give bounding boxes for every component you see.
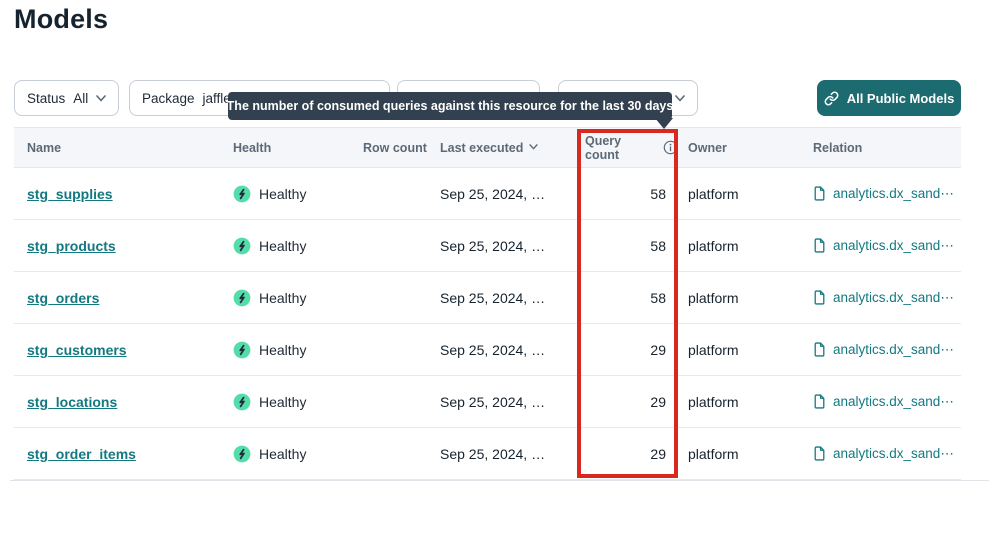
last-executed-label: Last executed xyxy=(440,140,524,155)
healthy-lightning-bolt-icon xyxy=(233,237,251,255)
all-public-models-button[interactable]: All Public Models xyxy=(817,80,961,116)
column-header-query-count: Query count xyxy=(578,134,678,162)
package-filter-label: Package xyxy=(142,90,195,106)
table-header-row: Name Health Row count Last executed Quer… xyxy=(14,127,961,168)
query-count-value: 58 xyxy=(650,237,666,254)
column-header-owner: Owner xyxy=(688,140,727,155)
document-icon xyxy=(813,185,827,202)
info-circle-icon[interactable] xyxy=(663,140,678,155)
relation-link[interactable]: analytics.dx_sand⋯ xyxy=(833,185,954,201)
last-executed-value: Sep 25, 2024, … xyxy=(440,237,546,254)
health-status-label: Healthy xyxy=(259,185,307,202)
model-link[interactable]: stg_customers xyxy=(27,341,127,358)
table-row: stg_supplies Healthy Sep 25, 2024, … 58 … xyxy=(14,168,961,220)
table-row: stg_customers Healthy Sep 25, 2024, … 29… xyxy=(14,324,961,376)
model-link[interactable]: stg_order_items xyxy=(27,445,136,462)
model-link[interactable]: stg_supplies xyxy=(27,185,113,202)
table-row: stg_products Healthy Sep 25, 2024, … 58 … xyxy=(14,220,961,272)
model-link[interactable]: stg_locations xyxy=(27,393,118,410)
tooltip-arrow xyxy=(655,118,673,129)
all-public-models-label: All Public Models xyxy=(846,90,955,106)
query-count-value: 58 xyxy=(650,289,666,306)
status-filter-dropdown[interactable]: Status All xyxy=(14,80,119,116)
last-executed-value: Sep 25, 2024, … xyxy=(440,185,546,202)
owner-value: platform xyxy=(688,393,739,410)
document-icon xyxy=(813,237,827,254)
model-link[interactable]: stg_orders xyxy=(27,289,100,306)
last-executed-value: Sep 25, 2024, … xyxy=(440,445,546,462)
last-executed-value: Sep 25, 2024, … xyxy=(440,289,546,306)
models-table: Name Health Row count Last executed Quer… xyxy=(14,127,961,480)
healthy-lightning-bolt-icon xyxy=(233,393,251,411)
query-count-tooltip: The number of consumed queries against t… xyxy=(226,92,674,129)
document-icon xyxy=(813,341,827,358)
last-executed-value: Sep 25, 2024, … xyxy=(440,393,546,410)
status-filter-label: Status xyxy=(27,90,66,106)
chevron-down-icon xyxy=(675,94,685,102)
relation-link[interactable]: analytics.dx_sand⋯ xyxy=(833,237,954,253)
relation-link[interactable]: analytics.dx_sand⋯ xyxy=(833,289,954,305)
document-icon xyxy=(813,445,827,462)
table-row: stg_locations Healthy Sep 25, 2024, … 29… xyxy=(14,376,961,428)
status-filter-value: All xyxy=(73,90,89,106)
healthy-lightning-bolt-icon xyxy=(233,445,251,463)
chevron-down-icon xyxy=(96,94,107,102)
column-header-relation: Relation xyxy=(813,140,863,155)
health-status-label: Healthy xyxy=(259,289,307,306)
table-row: stg_orders Healthy Sep 25, 2024, … 58 pl… xyxy=(14,272,961,324)
query-count-value: 58 xyxy=(650,185,666,202)
owner-value: platform xyxy=(688,341,739,358)
owner-value: platform xyxy=(688,185,739,202)
model-link[interactable]: stg_products xyxy=(27,237,116,254)
column-header-last-executed[interactable]: Last executed xyxy=(440,141,578,155)
document-icon xyxy=(813,393,827,410)
relation-link[interactable]: analytics.dx_sand⋯ xyxy=(833,393,954,409)
health-status-label: Healthy xyxy=(259,341,307,358)
table-row: stg_order_items Healthy Sep 25, 2024, … … xyxy=(14,428,961,480)
owner-value: platform xyxy=(688,445,739,462)
health-status-label: Healthy xyxy=(259,445,307,462)
query-count-value: 29 xyxy=(650,445,666,462)
relation-link[interactable]: analytics.dx_sand⋯ xyxy=(833,341,954,357)
link-icon xyxy=(824,91,839,106)
column-header-name: Name xyxy=(27,140,62,155)
last-executed-value: Sep 25, 2024, … xyxy=(440,341,546,358)
owner-value: platform xyxy=(688,237,739,254)
healthy-lightning-bolt-icon xyxy=(233,185,251,203)
query-count-value: 29 xyxy=(650,393,666,410)
tooltip-text: The number of consumed queries against t… xyxy=(226,99,674,113)
page-title: Models xyxy=(14,4,109,34)
healthy-lightning-bolt-icon xyxy=(233,341,251,359)
column-header-row-count: Row count xyxy=(363,140,427,155)
table-bottom-divider xyxy=(10,480,989,481)
query-count-label: Query count xyxy=(585,133,622,162)
chevron-down-icon xyxy=(529,144,539,151)
relation-link[interactable]: analytics.dx_sand⋯ xyxy=(833,445,954,461)
health-status-label: Healthy xyxy=(259,393,307,410)
owner-value: platform xyxy=(688,289,739,306)
healthy-lightning-bolt-icon xyxy=(233,289,251,307)
query-count-value: 29 xyxy=(650,341,666,358)
health-status-label: Healthy xyxy=(259,237,307,254)
column-header-health: Health xyxy=(233,140,272,155)
document-icon xyxy=(813,289,827,306)
